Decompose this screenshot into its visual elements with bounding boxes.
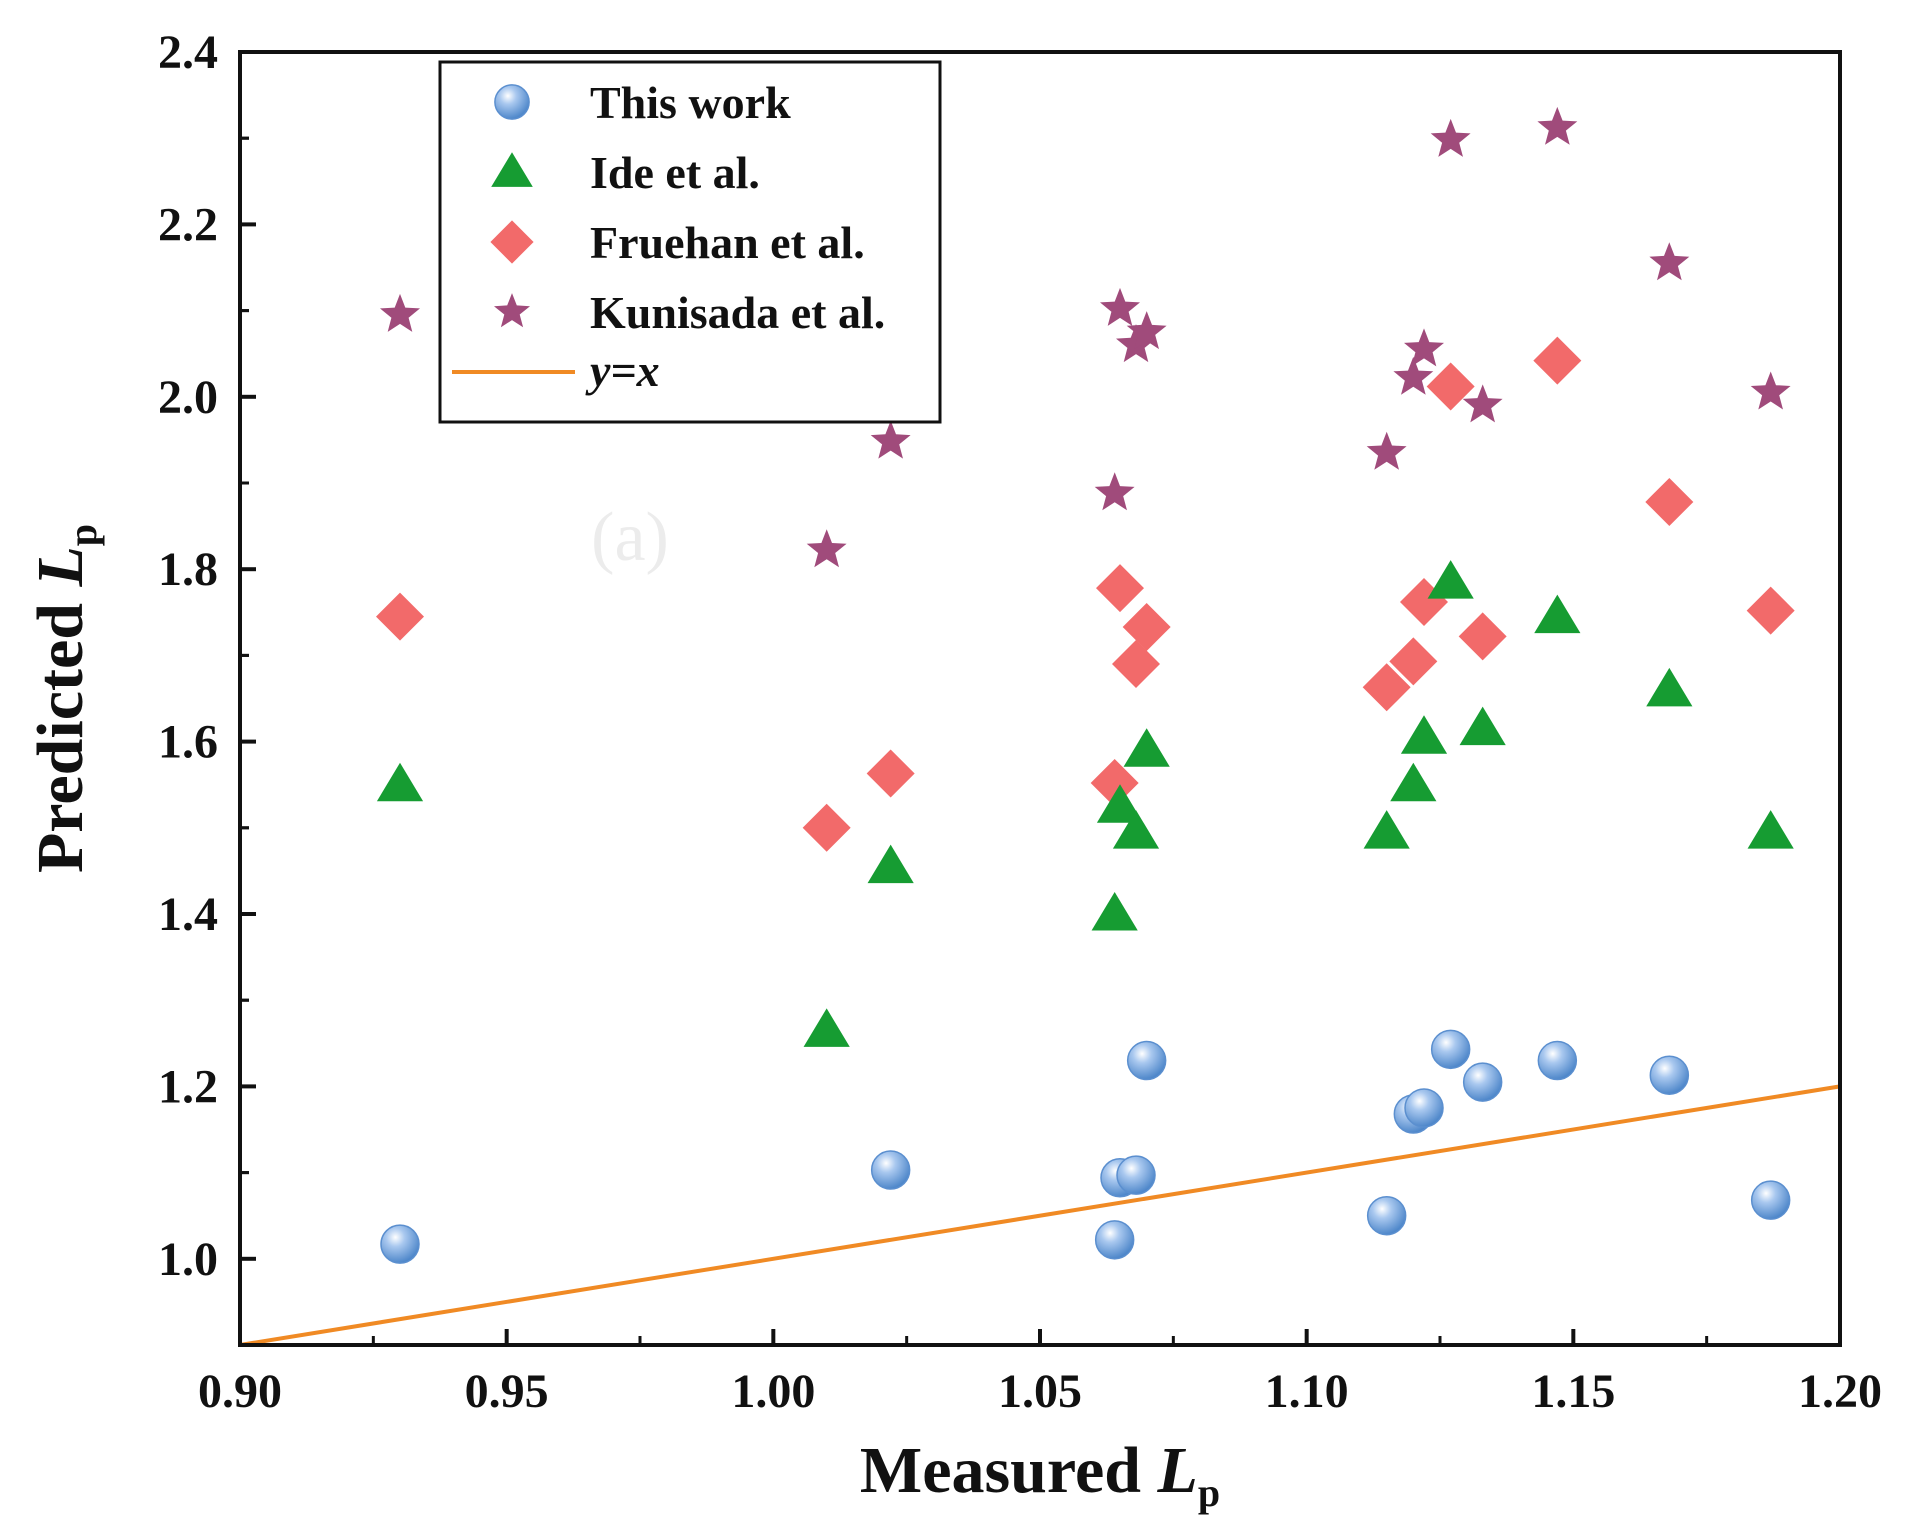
data-point-circle <box>380 1224 420 1264</box>
data-point-star <box>1393 356 1434 395</box>
data-point-triangle <box>1646 667 1693 707</box>
data-point-triangle <box>1534 594 1581 634</box>
data-point-diamond <box>1362 663 1411 712</box>
data-point-star <box>1537 106 1578 145</box>
data-point-circle <box>1537 1040 1578 1081</box>
legend-marker-triangle <box>491 152 533 187</box>
data-point-star <box>1649 242 1690 281</box>
reference-line-layer <box>239 1084 1841 1347</box>
y-tick-label: 2.2 <box>158 198 218 251</box>
data-point-star <box>1100 287 1140 326</box>
data-point-triangle <box>1096 784 1144 823</box>
data-point-star <box>1126 311 1167 350</box>
y-tick-label: 1.6 <box>158 716 218 769</box>
data-point-diamond <box>376 592 424 641</box>
legend-label: Kunisada et al. <box>590 287 885 338</box>
data-point-circle <box>1404 1088 1444 1128</box>
x-tick-label: 1.15 <box>1531 1365 1615 1418</box>
axes: 0.90 0.95 1.00 1.05 1.10 1.15 1.20 1.0 1.2 1.4 1.6… <box>24 26 1882 1515</box>
data-point-triangle <box>1363 810 1410 849</box>
data-point-triangle <box>1747 810 1794 849</box>
y-tick-label: 2.4 <box>158 26 218 79</box>
x-tick-label: 1.20 <box>1798 1365 1882 1418</box>
data-point-diamond <box>1122 602 1171 651</box>
data-point-diamond <box>1112 640 1160 689</box>
data-point-triangle <box>1390 762 1437 802</box>
data-point-circle <box>1430 1029 1471 1070</box>
legend-label: y=x <box>585 345 660 396</box>
data-point-triangle <box>1123 728 1170 767</box>
data-point-triangle <box>1400 715 1448 754</box>
legend-label: Ide et al. <box>590 147 760 198</box>
x-tick-label: 1.00 <box>731 1365 815 1418</box>
data-point-diamond <box>1458 612 1507 661</box>
legend-label: Fruehan et al. <box>590 217 865 268</box>
data-point-circle <box>1126 1040 1167 1081</box>
data-point-star <box>870 420 911 459</box>
data-point-circle <box>1094 1220 1135 1260</box>
data-point-diamond <box>1096 564 1144 613</box>
y-tick-label: 1.2 <box>158 1060 218 1113</box>
y-tick-label: 1.0 <box>158 1233 218 1286</box>
data-point-circle <box>1462 1062 1503 1102</box>
y-tick-label: 2.0 <box>158 371 218 424</box>
data-point-diamond <box>1426 362 1475 411</box>
data-point-star <box>1404 328 1444 367</box>
data-point-star <box>1366 431 1407 470</box>
panel-annotation: (a) <box>591 499 669 576</box>
x-axis-title: Measured Lp <box>860 1434 1220 1515</box>
data-point-diamond <box>802 803 851 852</box>
x-tick-label: 1.05 <box>998 1365 1082 1418</box>
reference-line-y-equals-x <box>239 1084 1841 1347</box>
data-point-star <box>1094 472 1135 511</box>
legend-label: This work <box>590 77 791 128</box>
data-point-star <box>1462 384 1503 423</box>
x-tick-label: 0.95 <box>465 1365 549 1418</box>
data-point-circle <box>1366 1195 1407 1236</box>
data-point-star <box>380 293 420 332</box>
data-point-diamond <box>1090 758 1139 807</box>
legend-marker-star <box>494 293 530 328</box>
y-axis-title: Predicted Lp <box>24 524 105 873</box>
data-point-triangle <box>376 762 424 802</box>
y-tick-label: 1.4 <box>158 888 218 941</box>
x-tick-label: 1.10 <box>1265 1365 1349 1418</box>
data-point-circle <box>1116 1155 1156 1195</box>
data-point-triangle <box>803 1008 850 1047</box>
x-tick-label: 0.90 <box>198 1365 282 1418</box>
data-point-circle <box>1649 1055 1690 1095</box>
data-point-triangle <box>1459 706 1506 746</box>
data-point-diamond <box>866 749 915 798</box>
legend-marker-diamond <box>490 220 534 264</box>
y-tick-label: 1.8 <box>158 543 218 596</box>
data-point-triangle <box>867 844 914 884</box>
data-point-star <box>1750 371 1791 410</box>
data-point-triangle <box>1112 810 1160 849</box>
data-point-diamond <box>1389 637 1438 686</box>
data-point-circle <box>1750 1180 1791 1220</box>
data-point-triangle <box>1427 560 1474 599</box>
data-point-star <box>1430 118 1471 157</box>
data-point-diamond <box>1746 586 1795 635</box>
legend: This work Ide et al. Fruehan et al. Kunisad… <box>438 60 942 424</box>
data-point-star <box>806 529 847 568</box>
data-point-triangle <box>1091 892 1138 931</box>
data-markers <box>376 106 1795 1264</box>
data-point-diamond <box>1645 477 1694 526</box>
data-point-circle <box>870 1150 911 1190</box>
legend-marker-circle <box>494 84 530 120</box>
data-point-diamond <box>1533 336 1582 385</box>
